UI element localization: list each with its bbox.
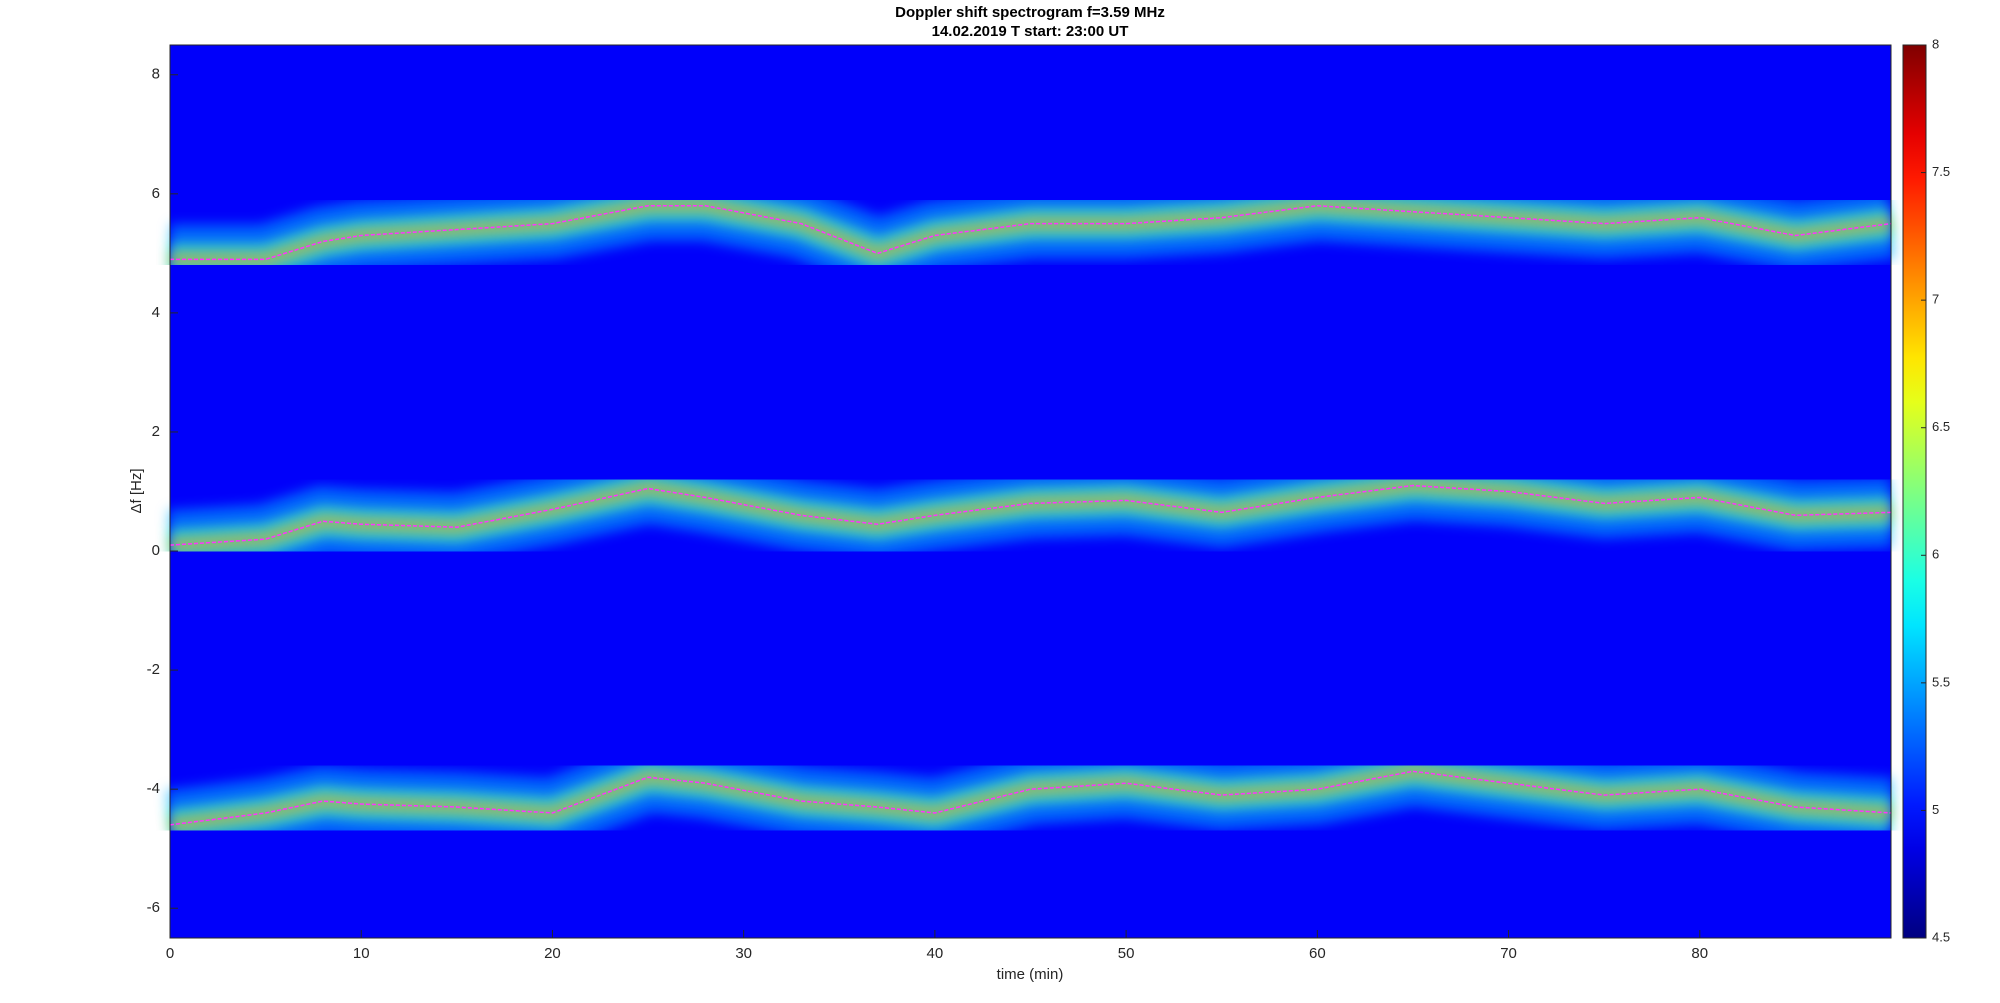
colorbar (1902, 44, 1927, 939)
x-tick-label: 20 (544, 945, 561, 962)
y-tick-label: -4 (147, 780, 160, 797)
y-tick-label: -6 (147, 899, 160, 916)
chart-title: Doppler shift spectrogram f=3.59 MHz (895, 4, 1165, 21)
y-axis-label: Δf [Hz] (128, 468, 145, 513)
x-tick-label: 30 (735, 945, 752, 962)
colorbar-tick-label: 7 (1932, 292, 1939, 307)
colorbar-tick-label: 7.5 (1932, 164, 1950, 179)
x-tick-label: 70 (1500, 945, 1517, 962)
x-tick-label: 60 (1309, 945, 1326, 962)
y-tick-label: 2 (152, 423, 160, 440)
colorbar-tick-label: 6 (1932, 547, 1939, 562)
x-tick-label: 10 (353, 945, 370, 962)
y-tick-label: 6 (152, 185, 160, 202)
y-tick-label: 0 (152, 542, 160, 559)
y-tick-label: 4 (152, 304, 160, 321)
x-tick-label: 50 (1118, 945, 1135, 962)
colorbar-tick-label: 6.5 (1932, 419, 1950, 434)
y-tick-label: -2 (147, 661, 160, 678)
trace-line (169, 484, 1892, 546)
colorbar-tick-label: 8 (1932, 36, 1939, 51)
x-tick-label: 0 (166, 945, 174, 962)
x-tick-label: 40 (927, 945, 944, 962)
colorbar-tick-label: 4.5 (1932, 929, 1950, 944)
trace-line (170, 204, 1892, 261)
x-axis-label: time (min) (997, 966, 1064, 983)
y-tick-label: 8 (152, 66, 160, 83)
trace-line (169, 770, 1892, 826)
colorbar-tick-label: 5.5 (1932, 674, 1950, 689)
chart-subtitle: 14.02.2019 T start: 23:00 UT (932, 23, 1129, 40)
plot-frame (169, 44, 1892, 939)
x-tick-label: 80 (1691, 945, 1708, 962)
colorbar-tick-label: 5 (1932, 802, 1939, 817)
